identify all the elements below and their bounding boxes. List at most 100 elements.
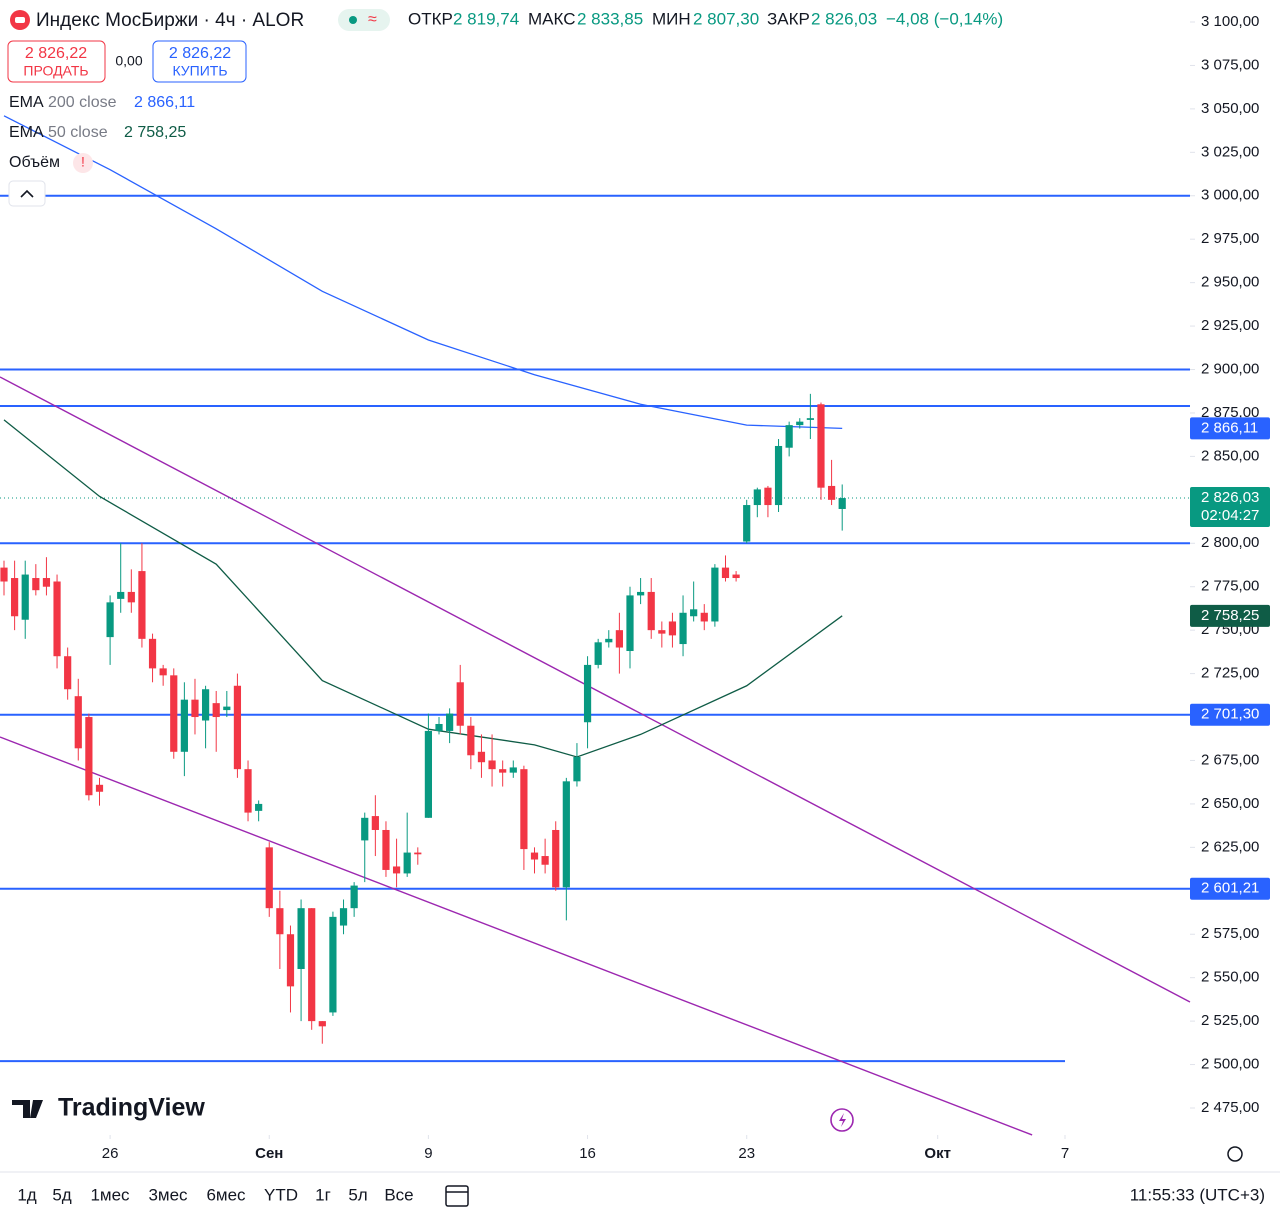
price-label-box	[1190, 877, 1270, 900]
range-button[interactable]: 1мес	[90, 1185, 130, 1204]
candle-body	[573, 757, 581, 782]
indicator-params: 50 close	[48, 124, 108, 141]
candle-body	[32, 578, 40, 591]
y-tick-label: 2 850,00	[1201, 447, 1259, 464]
change: −4,08 (−0,14%)	[886, 9, 1003, 28]
brand: TradingView	[58, 1094, 205, 1122]
indicator-value: 2 758,25	[124, 124, 186, 141]
indicator-name: EMA	[9, 94, 44, 111]
candle-body	[764, 487, 772, 506]
candle-body	[605, 638, 613, 643]
candle-body	[530, 852, 539, 860]
range-button[interactable]: 1г	[315, 1185, 331, 1204]
candle-body	[138, 571, 146, 639]
range-button[interactable]: Все	[384, 1185, 413, 1204]
x-tick-label: Сен	[255, 1145, 283, 1162]
volume-warning: !	[81, 154, 85, 170]
price-label-box	[1190, 703, 1270, 726]
range-button[interactable]: 6мес	[206, 1185, 246, 1204]
price-label: 2 701,30	[1201, 706, 1259, 723]
range-button[interactable]: 1д	[17, 1185, 36, 1204]
candle-body	[658, 630, 666, 634]
candle-body	[562, 781, 570, 888]
candle-body	[690, 609, 698, 617]
candle-body	[233, 685, 242, 770]
candle-body	[339, 908, 348, 926]
candle-body	[180, 699, 188, 752]
ohlc-value: 2 826,03	[811, 9, 877, 28]
candle-body	[223, 706, 231, 711]
candle-body	[276, 908, 284, 935]
x-tick-label: 23	[738, 1145, 755, 1162]
y-tick-label: 2 650,00	[1201, 795, 1259, 812]
price-label: 2 601,21	[1201, 880, 1259, 897]
candle-body	[255, 803, 263, 811]
settings-icon[interactable]	[1227, 1146, 1243, 1162]
candle-body	[477, 751, 486, 763]
candle-body	[435, 723, 443, 731]
collapse-button[interactable]	[8, 180, 46, 207]
calendar-icon[interactable]	[445, 1185, 469, 1207]
candle-body	[626, 595, 634, 652]
candle-body	[11, 578, 19, 617]
y-tick-label: 2 725,00	[1201, 665, 1259, 682]
y-tick-label: 3 075,00	[1201, 56, 1259, 73]
range-button[interactable]: YTD	[264, 1185, 298, 1204]
indicator-name: EMA	[9, 124, 44, 141]
sell-button[interactable]	[7, 40, 106, 83]
candle-body	[403, 852, 411, 874]
symbol-title: Индекс МосБиржи · 4ч · ALOR	[36, 10, 304, 31]
x-tick-label: 16	[579, 1145, 596, 1162]
ohlc-value: 2 819,74	[453, 9, 519, 28]
candle-body	[456, 682, 464, 726]
candle-body	[21, 574, 29, 620]
ema-line	[3, 115, 843, 430]
trendline	[0, 736, 1033, 1136]
candle-body	[414, 852, 422, 855]
overlay: Индекс МосБиржи · 4ч · ALOR ≈ 2 826,22 П…	[0, 9, 1280, 1207]
range-button[interactable]: 3мес	[148, 1185, 188, 1204]
y-tick-label: 2 475,00	[1201, 1099, 1259, 1116]
candle-body	[520, 769, 528, 850]
candle-body	[106, 602, 114, 638]
candle-body	[488, 760, 496, 770]
candle-body	[467, 725, 475, 756]
candle-body	[541, 856, 549, 865]
y-tick-label: 2 875,00	[1201, 404, 1259, 421]
sell-price: 2 826,22	[25, 45, 87, 62]
buy-label: КУПИТЬ	[172, 63, 227, 79]
range-button[interactable]: 5д	[52, 1185, 71, 1204]
volume-label: Объём	[9, 154, 60, 171]
candle-body	[509, 767, 517, 773]
indicator-value: 2 866,11	[134, 94, 195, 111]
y-tick-label: 2 925,00	[1201, 317, 1259, 334]
candle-body	[361, 817, 369, 841]
price-label-box	[1190, 604, 1270, 627]
ohlc-label: ОТКР	[408, 9, 453, 28]
candle-body	[53, 581, 61, 657]
price-label: 2 826,03	[1201, 489, 1259, 506]
countdown: 02:04:27	[1201, 507, 1259, 524]
volume-warning-icon[interactable]	[73, 153, 93, 173]
y-tick-label: 2 675,00	[1201, 751, 1259, 768]
candle-body	[127, 591, 135, 603]
x-tick-label: 9	[424, 1145, 432, 1162]
candle-body	[392, 866, 401, 874]
indicator-params: 200 close	[48, 94, 117, 111]
clock: 11:55:33 (UTC+3)	[1130, 1185, 1265, 1204]
candle-body	[308, 908, 316, 1022]
plot	[0, 21, 1195, 1139]
candle-body	[647, 591, 655, 631]
candle-body	[42, 578, 51, 587]
y-tick-label: 2 900,00	[1201, 360, 1259, 377]
x-tick-label: 26	[102, 1145, 119, 1162]
symbol-icon-mark	[15, 17, 25, 23]
status-pill[interactable]	[338, 9, 390, 31]
y-tick-label: 2 575,00	[1201, 925, 1259, 942]
range-button[interactable]: 5л	[348, 1185, 367, 1204]
buy-button[interactable]	[152, 40, 247, 83]
y-tick-label: 2 625,00	[1201, 838, 1259, 855]
y-tick-label: 3 100,00	[1201, 13, 1259, 30]
